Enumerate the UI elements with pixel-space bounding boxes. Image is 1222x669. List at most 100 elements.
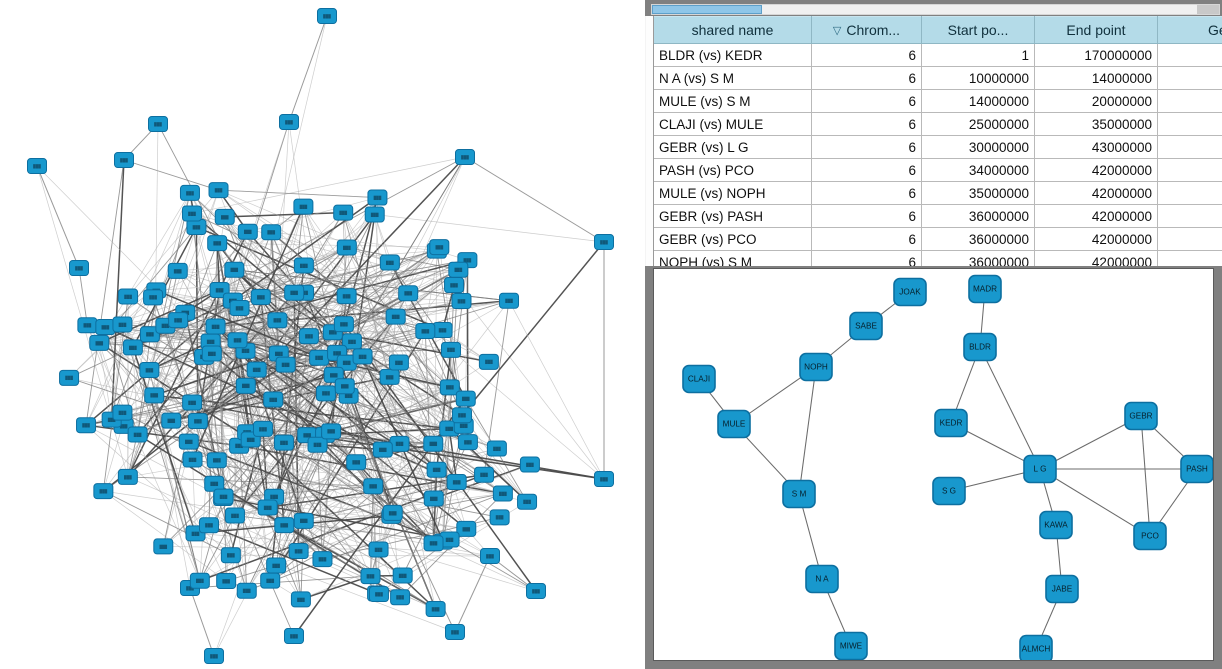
- subnetwork-canvas[interactable]: CLAJI MULE NOPH SABE JOAK S M N A MIWE MADR BLDR K…: [653, 268, 1214, 661]
- overview-edge[interactable]: [239, 307, 274, 400]
- overview-edge[interactable]: [162, 231, 249, 547]
- overview-network-node[interactable]: ███: [392, 567, 413, 584]
- overview-edge[interactable]: [317, 444, 323, 560]
- overview-network-node[interactable]: ███: [139, 326, 160, 343]
- overview-edge[interactable]: [303, 265, 462, 302]
- subnetwork-node[interactable]: S M: [782, 479, 816, 509]
- overview-edge[interactable]: [208, 425, 464, 526]
- overview-network-node[interactable]: ███: [517, 493, 538, 510]
- cell-start_point[interactable]: 10000000: [921, 66, 1035, 90]
- overview-network-node[interactable]: ███: [298, 328, 319, 345]
- overview-network-node[interactable]: ███: [293, 257, 314, 274]
- overview-edge[interactable]: [123, 159, 219, 191]
- overview-edge[interactable]: [208, 524, 378, 595]
- overview-edge[interactable]: [153, 123, 159, 396]
- overview-edge[interactable]: [218, 189, 396, 317]
- overview-network-node[interactable]: ███: [235, 377, 256, 394]
- overview-edge[interactable]: [217, 242, 440, 248]
- overview-edge[interactable]: [233, 269, 310, 337]
- cell-end_point[interactable]: 42000000: [1034, 181, 1158, 205]
- cell-genetic[interactable]: 5.9: [1157, 112, 1222, 136]
- overview-network-node[interactable]: ███: [122, 339, 143, 356]
- cell-start_point[interactable]: 35000000: [921, 181, 1035, 205]
- overview-network-node[interactable]: ███: [415, 323, 436, 340]
- subnetwork-node[interactable]: JABE: [1045, 574, 1079, 604]
- overview-network-node[interactable]: ███: [205, 318, 226, 335]
- overview-network-node[interactable]: ███: [594, 471, 614, 487]
- overview-edge[interactable]: [223, 485, 374, 499]
- overview-network-node[interactable]: ███: [480, 548, 500, 564]
- overview-edge[interactable]: [196, 226, 285, 526]
- overview-network-node[interactable]: ███: [451, 407, 472, 424]
- overview-network-node[interactable]: ███: [260, 572, 281, 589]
- overview-network-node[interactable]: ███: [59, 369, 80, 386]
- overview-edge[interactable]: [508, 300, 605, 480]
- column-header-end-point[interactable]: End point: [1034, 16, 1158, 44]
- overview-edge[interactable]: [132, 347, 197, 534]
- overview-network-node[interactable]: ███: [27, 158, 47, 174]
- overview-edge[interactable]: [346, 247, 459, 271]
- overview-edge[interactable]: [85, 159, 125, 426]
- overview-edge[interactable]: [210, 341, 248, 591]
- overview-edge[interactable]: [103, 490, 227, 582]
- overview-edge[interactable]: [127, 189, 219, 297]
- cell-shared_name[interactable]: MULE (vs) S M: [654, 89, 812, 113]
- overview-network-node[interactable]: ███: [144, 387, 165, 404]
- overview-edge[interactable]: [149, 190, 219, 371]
- subnetwork-node[interactable]: SABE: [849, 311, 883, 341]
- cell-shared_name[interactable]: MULE (vs) NOPH: [654, 181, 812, 205]
- overview-edge[interactable]: [362, 356, 435, 499]
- overview-network-node[interactable]: ███: [334, 378, 355, 395]
- subnetwork-node[interactable]: KEDR: [934, 408, 968, 438]
- overview-edge[interactable]: [374, 214, 605, 243]
- overview-edge[interactable]: [199, 496, 224, 581]
- overview-network-node[interactable]: ███: [336, 239, 357, 256]
- overview-edge[interactable]: [195, 493, 503, 534]
- overview-network-node[interactable]: ███: [312, 551, 333, 568]
- table-row[interactable]: NOPH (vs) S M636000000420000009.9: [654, 250, 1222, 266]
- overview-edge[interactable]: [170, 247, 348, 421]
- vertical-scrollbar-thumb[interactable]: [646, 16, 653, 266]
- cell-shared_name[interactable]: GEBR (vs) PCO: [654, 227, 812, 251]
- overview-edge[interactable]: [399, 443, 436, 610]
- overview-edge[interactable]: [344, 386, 436, 610]
- overview-network-node[interactable]: ███: [336, 288, 357, 305]
- cell-start_point[interactable]: 36000000: [921, 250, 1035, 266]
- overview-edge[interactable]: [216, 459, 450, 540]
- overview-network-node[interactable]: ███: [317, 8, 337, 24]
- overview-edge[interactable]: [149, 333, 246, 352]
- overview-edge[interactable]: [283, 525, 302, 600]
- overview-edge[interactable]: [149, 334, 193, 403]
- overview-network-node[interactable]: ███: [446, 474, 467, 491]
- overview-network-node[interactable]: ███: [439, 379, 460, 396]
- table-row[interactable]: GEBR (vs) PCO636000000420000008.4: [654, 227, 1222, 251]
- overview-edge[interactable]: [250, 439, 357, 463]
- column-header-genetic[interactable]: Genetic...: [1157, 16, 1222, 44]
- overview-network-node[interactable]: ███: [293, 512, 314, 529]
- overview-edge[interactable]: [344, 385, 437, 470]
- overview-edge[interactable]: [378, 443, 434, 550]
- overview-edge[interactable]: [331, 398, 466, 432]
- overview-network-node[interactable]: ███: [112, 404, 133, 421]
- overview-network-node[interactable]: ███: [257, 499, 278, 516]
- overview-network-node[interactable]: ███: [455, 390, 476, 407]
- overview-network-node[interactable]: ███: [143, 289, 164, 306]
- overview-network-node[interactable]: ███: [153, 538, 174, 555]
- subnetwork-edge[interactable]: [979, 346, 1041, 470]
- cell-chromosome[interactable]: 6: [811, 43, 922, 67]
- overview-network-node[interactable]: ███: [426, 461, 447, 478]
- overview-network-node[interactable]: ███: [352, 348, 373, 365]
- overview-edge[interactable]: [110, 159, 125, 420]
- cell-start_point[interactable]: 34000000: [921, 158, 1035, 182]
- cell-genetic[interactable]: 9.9: [1157, 250, 1222, 266]
- overview-edge[interactable]: [461, 241, 605, 416]
- overview-network-node[interactable]: ███: [114, 152, 134, 168]
- cell-chromosome[interactable]: 6: [811, 135, 922, 159]
- overview-edge[interactable]: [346, 295, 528, 502]
- overview-network-node[interactable]: ███: [187, 413, 208, 430]
- overview-network-node[interactable]: ███: [198, 517, 219, 534]
- overview-network-node[interactable]: ███: [341, 333, 362, 350]
- cell-end_point[interactable]: 42000000: [1034, 250, 1158, 266]
- subnetwork-edge[interactable]: [1140, 415, 1151, 537]
- subnetwork-node[interactable]: MULE: [717, 409, 751, 439]
